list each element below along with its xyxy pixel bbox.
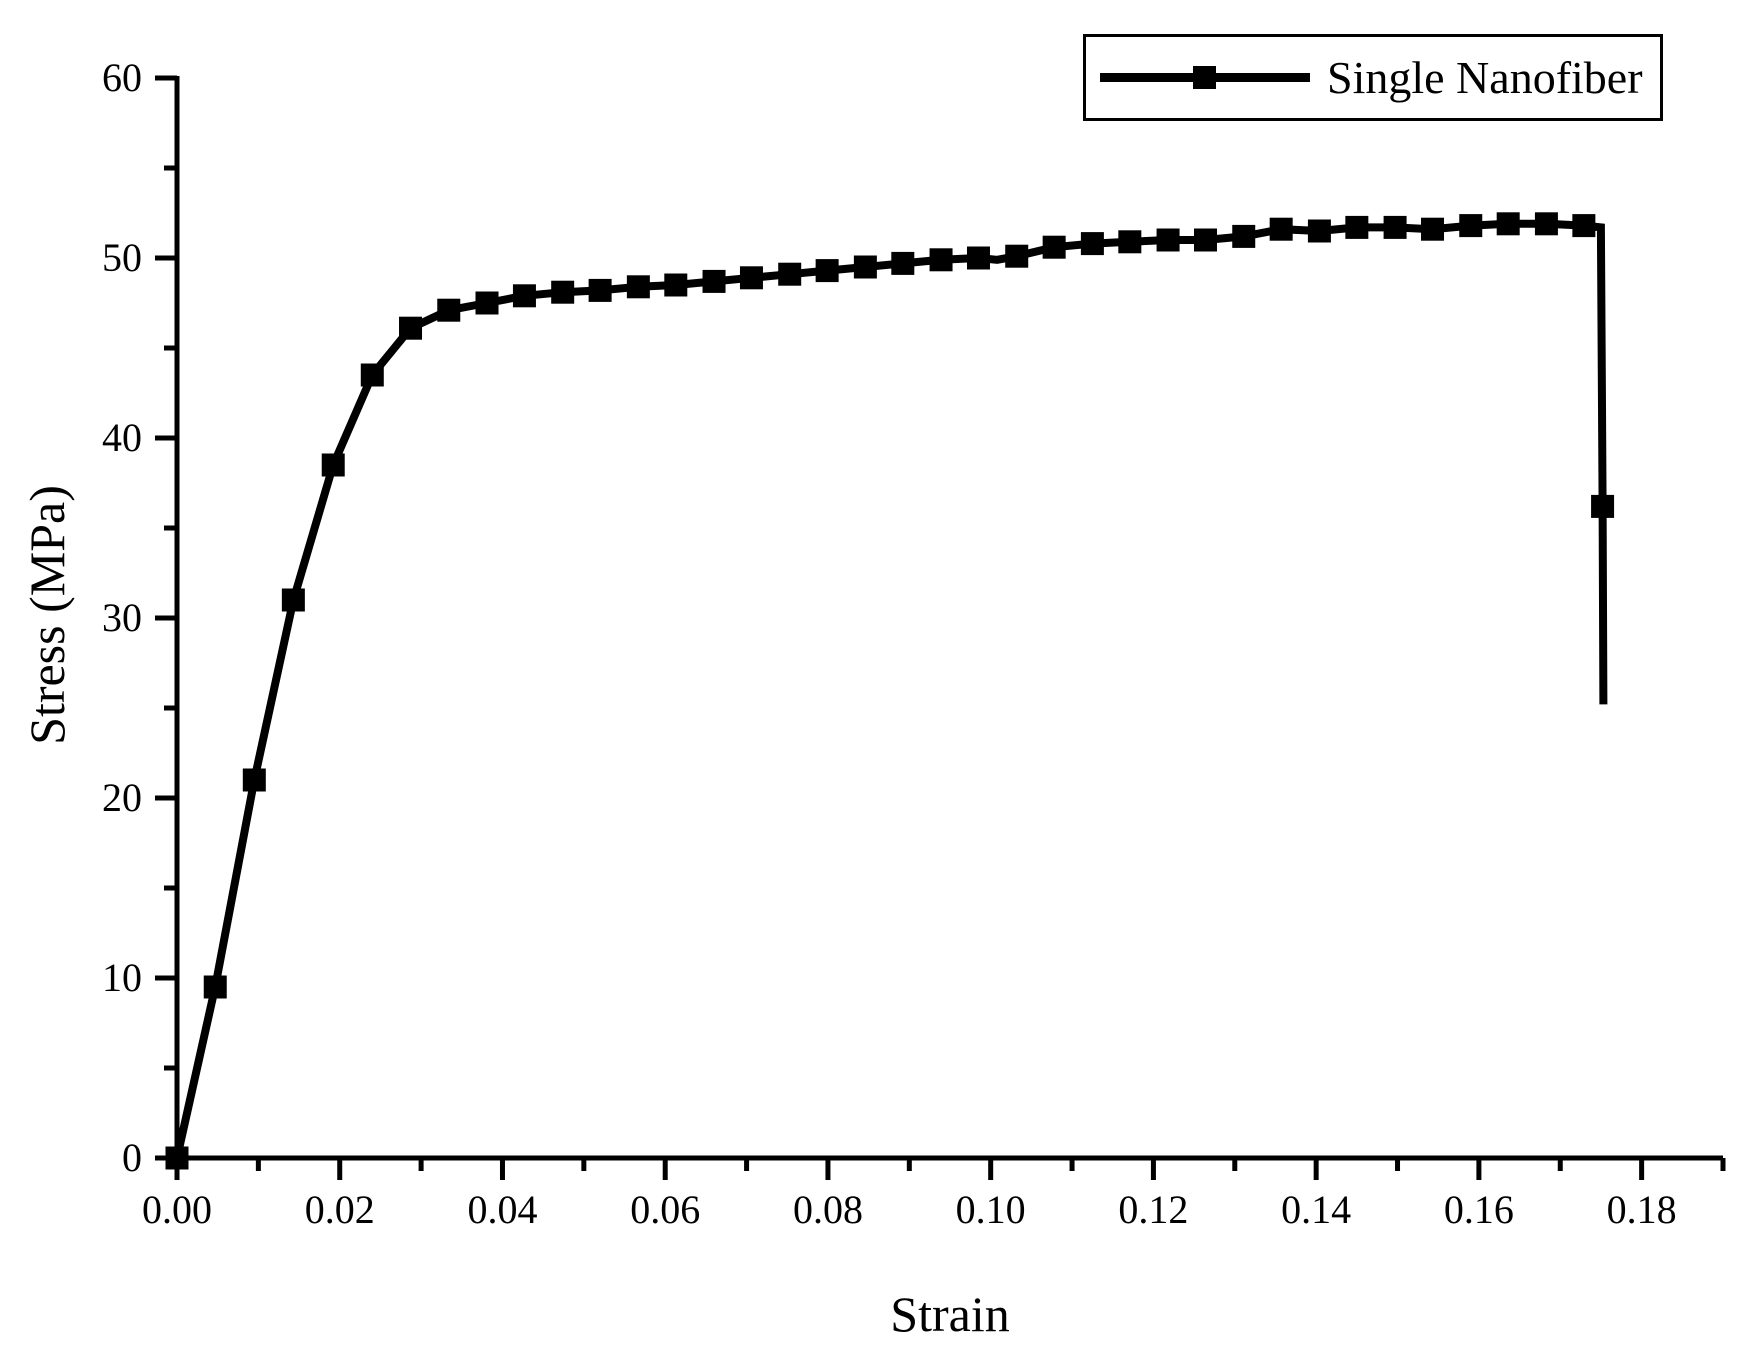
- x-tick-label: 0.12: [1118, 1187, 1189, 1232]
- data-point-marker: [1383, 215, 1407, 239]
- curve-line: [173, 219, 1608, 1159]
- data-point-marker: [1269, 217, 1293, 241]
- data-point-marker: [853, 255, 877, 279]
- data-point-marker: [1118, 230, 1142, 254]
- data-point-marker: [1193, 228, 1217, 252]
- x-tick-label: 0.18: [1606, 1187, 1677, 1232]
- data-point-marker: [739, 266, 763, 290]
- y-tick-label: 40: [102, 415, 142, 460]
- data-point-marker: [1232, 224, 1256, 248]
- data-point-marker: [1572, 214, 1596, 238]
- data-point-marker: [1080, 232, 1104, 256]
- data-point-marker: [778, 262, 802, 286]
- data-point-marker: [551, 280, 575, 304]
- data-point-marker: [360, 363, 384, 387]
- data-point-marker: [321, 453, 345, 477]
- data-point-marker: [512, 284, 536, 308]
- data-point-marker: [281, 588, 305, 612]
- data-point-marker: [1345, 215, 1369, 239]
- data-point-marker: [891, 251, 915, 275]
- data-point-marker: [242, 768, 266, 792]
- data-point-marker: [399, 316, 423, 340]
- data-point-marker: [1042, 235, 1066, 259]
- x-tick-label: 0.10: [955, 1187, 1026, 1232]
- y-tick-label: 0: [122, 1135, 142, 1180]
- x-tick-label: 0.04: [467, 1187, 538, 1232]
- y-tick-label: 10: [102, 955, 142, 1000]
- data-point-marker: [1005, 244, 1029, 268]
- data-point-marker: [203, 975, 227, 999]
- x-tick-label: 0.08: [792, 1187, 863, 1232]
- data-point-marker: [702, 269, 726, 293]
- legend-series-label: Single Nanofiber: [1327, 52, 1643, 103]
- y-tick-label: 60: [102, 55, 142, 100]
- data-point-marker: [815, 259, 839, 283]
- data-point-marker: [1307, 219, 1331, 243]
- data-point-marker: [664, 273, 688, 297]
- y-tick-label: 20: [102, 775, 142, 820]
- data-point-marker: [1534, 212, 1558, 236]
- x-axis-title: Strain: [890, 1286, 1010, 1342]
- data-point-marker: [165, 1146, 189, 1170]
- data-point-marker: [1496, 212, 1520, 236]
- legend: Single Nanofiber: [1083, 34, 1663, 121]
- data-point-marker: [475, 291, 499, 315]
- data-point-marker: [1421, 217, 1445, 241]
- x-tick-label: 0.06: [630, 1187, 701, 1232]
- data-point-marker: [1591, 494, 1615, 518]
- x-tick-label: 0.00: [142, 1187, 212, 1232]
- legend-marker-icon: [1100, 66, 1310, 89]
- x-tick-label: 0.14: [1281, 1187, 1352, 1232]
- data-point-marker: [966, 246, 990, 270]
- data-point-marker: [626, 275, 650, 299]
- data-point-marker: [1156, 228, 1180, 252]
- x-tick-label: 0.02: [304, 1187, 375, 1232]
- y-tick-label: 30: [102, 595, 142, 640]
- y-tick-label: 50: [102, 235, 142, 280]
- data-point-marker: [1459, 214, 1483, 238]
- x-tick-label: 0.16: [1443, 1187, 1514, 1232]
- data-point-marker: [588, 278, 612, 302]
- data-point-marker: [437, 298, 461, 322]
- data-point-marker: [929, 248, 953, 272]
